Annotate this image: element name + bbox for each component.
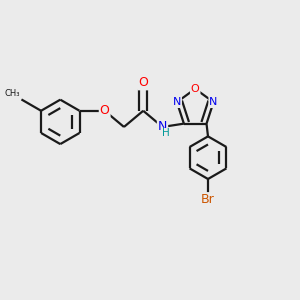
Text: O: O xyxy=(138,76,148,89)
Text: H: H xyxy=(162,128,170,139)
Text: N: N xyxy=(158,120,167,134)
Text: O: O xyxy=(191,84,200,94)
Text: N: N xyxy=(209,97,218,107)
Text: CH₃: CH₃ xyxy=(4,89,20,98)
Text: Br: Br xyxy=(201,193,215,206)
Text: O: O xyxy=(100,104,110,117)
Text: N: N xyxy=(173,97,181,107)
